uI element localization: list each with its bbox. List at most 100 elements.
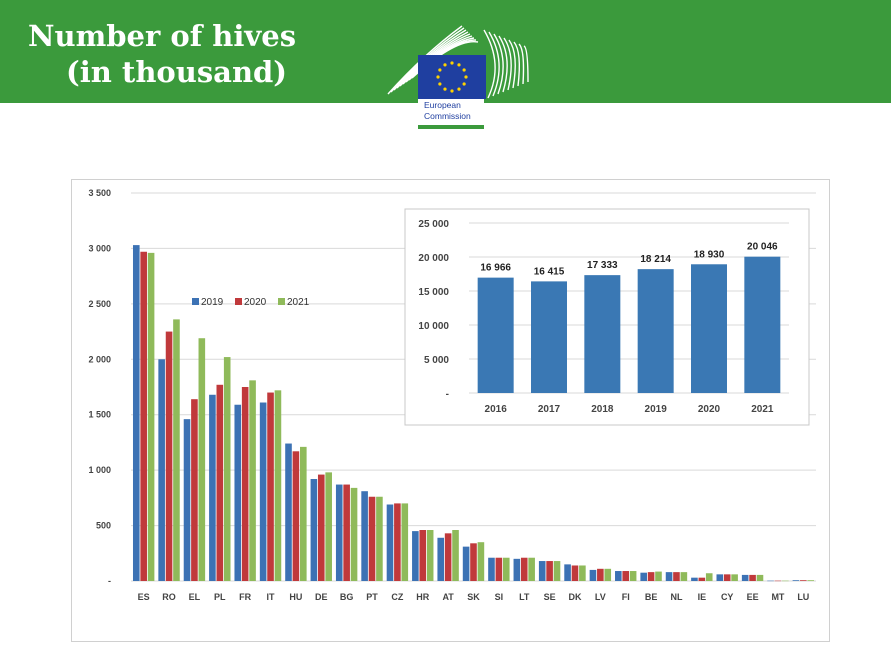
eu-star-icon	[438, 68, 442, 72]
eu-star-icon	[464, 75, 468, 79]
main-x-label: PL	[214, 592, 226, 602]
main-y-tick: 500	[96, 521, 111, 531]
inset-y-tick: 20 000	[418, 253, 449, 264]
bar-AT-2021	[452, 530, 459, 581]
bar-FI-2020	[622, 571, 630, 581]
main-y-tick: 2 500	[88, 299, 111, 309]
bar-LT-2020	[520, 557, 528, 581]
inset-data-label: 18 214	[640, 254, 671, 265]
bar-LV-2021	[604, 568, 612, 581]
bar-NL-2021	[680, 572, 688, 581]
logo-line	[399, 33, 471, 87]
main-x-label: IE	[698, 592, 707, 602]
inset-x-label: 2017	[538, 404, 561, 415]
bar-BG-2019	[335, 484, 343, 581]
eu-star-icon	[450, 61, 454, 65]
inset-x-label: 2016	[485, 404, 508, 415]
inset-data-label: 18 930	[694, 249, 725, 260]
logo-text-2: Commission	[424, 111, 471, 121]
bar-ES-2020	[140, 251, 147, 582]
bar-HU-2019	[285, 443, 292, 581]
bar-SE-2020	[546, 561, 553, 581]
eu-star-icon	[457, 87, 461, 91]
bar-PT-2021	[376, 496, 383, 581]
bar-FI-2019	[615, 571, 622, 581]
bar-RO-2021	[173, 319, 180, 581]
logo-line	[508, 39, 516, 89]
bar-SE-2021	[553, 561, 561, 581]
bar-RO-2020	[165, 331, 173, 581]
bar-HU-2020	[292, 451, 300, 581]
bar-AT-2019	[437, 537, 445, 581]
inset-data-label: 17 333	[587, 260, 618, 271]
bar-CY-2020	[723, 574, 731, 581]
logo-line	[483, 29, 496, 99]
main-x-label: AT	[442, 592, 454, 602]
bar-EL-2020	[191, 399, 198, 581]
inset-y-tick: 25 000	[418, 219, 449, 230]
bar-SE-2019	[538, 561, 546, 581]
bar-FR-2020	[241, 387, 249, 581]
bar-HR-2020	[419, 530, 427, 581]
bar-CY-2019	[716, 574, 724, 581]
legend-label-2021: 2021	[287, 297, 310, 308]
bar-SK-2021	[477, 542, 485, 581]
bar-DE-2019	[310, 479, 318, 581]
bar-IE-2021	[705, 573, 713, 581]
logo-line	[518, 43, 525, 85]
main-y-tick: 1 000	[88, 465, 111, 475]
bar-CZ-2021	[401, 503, 409, 581]
inset-y-tick: -	[446, 389, 449, 400]
bar-SI-2020	[495, 557, 503, 581]
bar-MT-2019	[767, 580, 774, 582]
inset-data-label: 20 046	[747, 242, 778, 253]
bar-MT-2021	[782, 580, 789, 582]
bar-DK-2019	[564, 564, 571, 581]
eu-star-icon	[438, 82, 442, 86]
main-x-label: NL	[670, 592, 682, 602]
main-x-label: PT	[366, 592, 378, 602]
logo-line	[488, 31, 500, 97]
main-x-label: BE	[645, 592, 658, 602]
bar-EE-2020	[749, 574, 756, 581]
bar-EL-2019	[183, 419, 191, 581]
bar-SI-2019	[488, 557, 495, 581]
eu-star-icon	[443, 87, 447, 91]
inset-y-tick: 10 000	[418, 321, 449, 332]
bar-PT-2020	[368, 496, 376, 581]
logo-line	[523, 45, 529, 83]
main-x-label: EL	[189, 592, 201, 602]
main-x-label: DE	[315, 592, 328, 602]
bar-BG-2020	[343, 484, 350, 581]
legend-label-2020: 2020	[244, 297, 267, 308]
bar-FI-2021	[629, 571, 637, 581]
legend-label-2019: 2019	[201, 297, 224, 308]
bar-SI-2021	[502, 557, 510, 581]
main-x-label: RO	[162, 592, 176, 602]
bar-NL-2020	[673, 572, 680, 581]
main-x-label: FI	[622, 592, 630, 602]
main-x-label: EE	[747, 592, 759, 602]
inset-x-label: 2018	[591, 404, 614, 415]
main-x-label: CZ	[391, 592, 403, 602]
bar-CZ-2019	[386, 504, 394, 581]
inset-y-tick: 5 000	[424, 355, 449, 366]
bar-DK-2021	[579, 565, 586, 581]
bar-PT-2019	[361, 491, 368, 581]
eu-star-icon	[436, 75, 440, 79]
bar-PL-2020	[216, 384, 224, 581]
bar-IT-2020	[267, 392, 274, 581]
inset-y-tick: 15 000	[418, 287, 449, 298]
bar-PL-2021	[223, 357, 231, 581]
bar-LU-2021	[807, 580, 815, 581]
inset-x-label: 2020	[698, 404, 721, 415]
bar-DE-2021	[325, 472, 332, 581]
bar-LU-2019	[792, 580, 800, 581]
bar-DE-2020	[317, 474, 325, 581]
bar-AT-2020	[444, 533, 452, 581]
main-x-label: SE	[544, 592, 556, 602]
logo-line	[503, 37, 512, 91]
inset-bar-2017	[531, 281, 567, 393]
main-x-label: BG	[340, 592, 354, 602]
bar-EE-2021	[756, 574, 764, 581]
